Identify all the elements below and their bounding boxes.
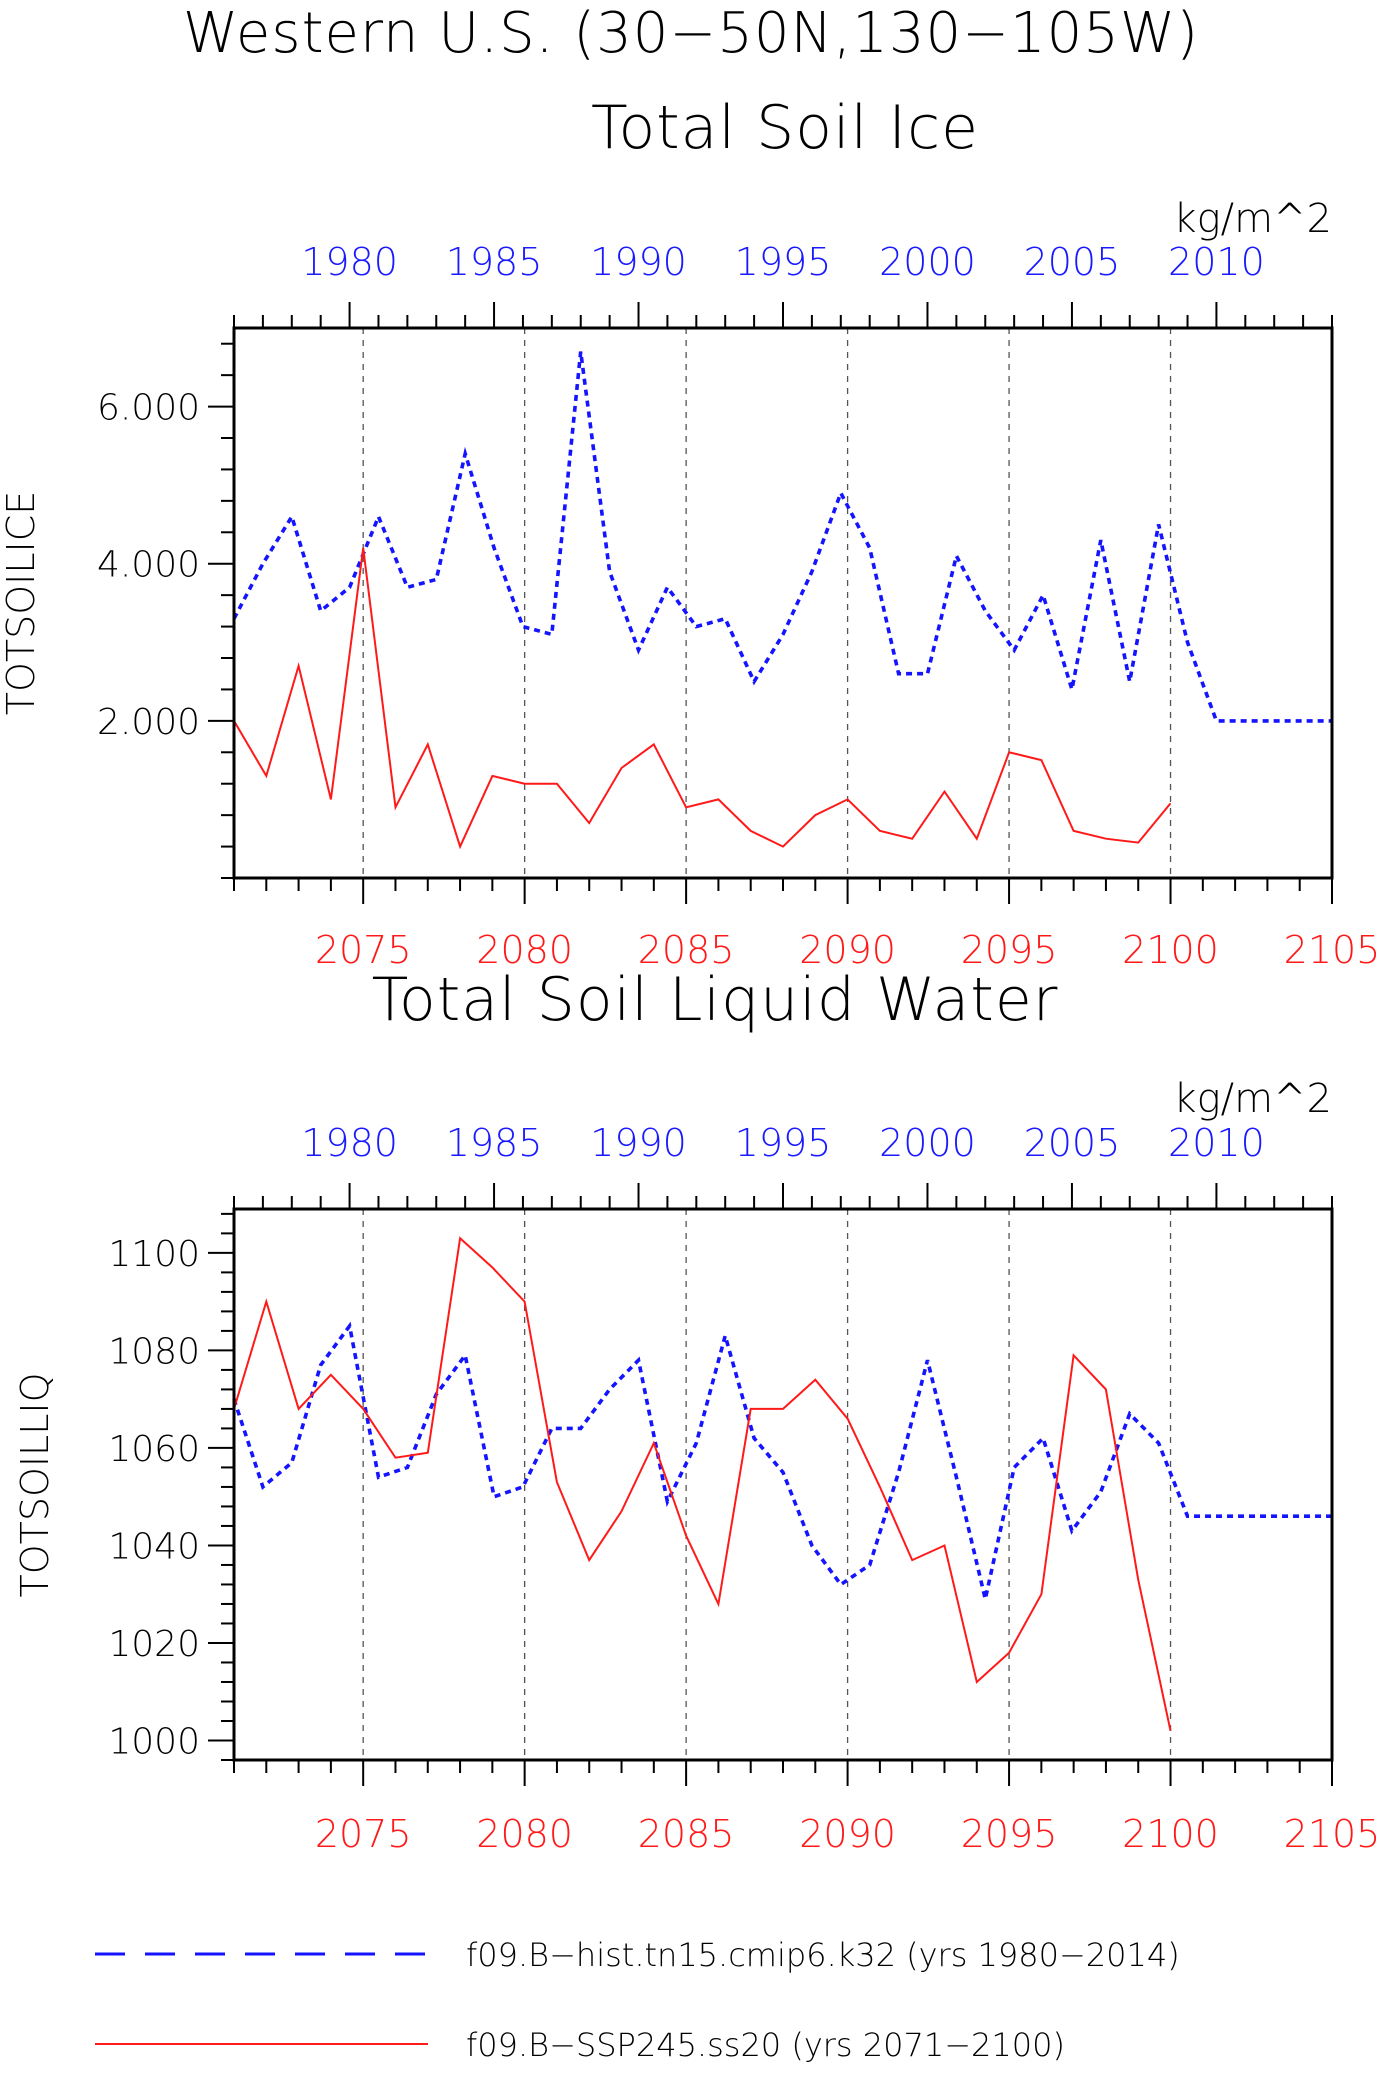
panel-title: Total Soil Ice — [591, 93, 979, 163]
bottom-x-tick-label: 2100 — [1122, 928, 1219, 972]
y-tick-label: 1080 — [108, 1331, 200, 1372]
panel-2: Total Soil Liquid Water kg/m^2 TOTSOILLIQ 1… — [13, 965, 1380, 1856]
units-label: kg/m^2 — [1173, 1076, 1332, 1122]
series-line-hist — [232, 1321, 1332, 1600]
top-x-tick-label: 1980 — [301, 1121, 398, 1165]
top-x-tick-label: 1995 — [735, 1121, 832, 1165]
bottom-x-tick-label: 2100 — [1122, 1812, 1219, 1856]
bottom-x-tick-label: 2085 — [638, 1812, 735, 1856]
units-label: kg/m^2 — [1173, 196, 1332, 242]
y-tick-label: 6.000 — [97, 388, 200, 429]
y-tick-label: 2.000 — [97, 702, 200, 743]
series-line-hist — [232, 351, 1332, 723]
top-x-tick-label: 1990 — [590, 1121, 687, 1165]
bottom-x-tick-label: 2095 — [961, 928, 1058, 972]
legend-item: f09.B−hist.tn15.cmip6.k32 (yrs 1980−2014… — [95, 1936, 1180, 1974]
bottom-x-tick-label: 2075 — [315, 928, 412, 972]
y-tick-label: 4.000 — [97, 545, 200, 586]
bottom-x-tick-label: 2080 — [476, 928, 573, 972]
top-x-tick-label: 1980 — [301, 240, 398, 284]
top-x-tick-label: 2000 — [879, 1121, 976, 1165]
bottom-x-tick-label: 2080 — [476, 1812, 573, 1856]
y-tick-label: 1100 — [108, 1234, 200, 1275]
top-x-tick-label: 1995 — [735, 240, 832, 284]
y-tick-label: 1020 — [108, 1624, 200, 1665]
bottom-x-tick-label: 2090 — [799, 1812, 896, 1856]
bottom-x-tick-label: 2085 — [638, 928, 735, 972]
legend-label: f09.B−SSP245.ss20 (yrs 2071−2100) — [466, 2026, 1065, 2064]
top-x-tick-label: 2005 — [1024, 1121, 1121, 1165]
legend: f09.B−hist.tn15.cmip6.k32 (yrs 1980−2014… — [95, 1936, 1180, 2064]
y-axis-label: TOTSOILICE — [0, 491, 43, 716]
y-tick-label: 1000 — [108, 1721, 200, 1762]
top-x-tick-label: 2010 — [1168, 1121, 1265, 1165]
bottom-x-tick-label: 2105 — [1284, 1812, 1381, 1856]
bottom-x-tick-label: 2105 — [1284, 928, 1381, 972]
top-x-tick-label: 1985 — [446, 1121, 543, 1165]
plot-frame — [232, 326, 1334, 880]
top-x-tick-label: 1985 — [446, 240, 543, 284]
panel-1: Total Soil Ice kg/m^2 TOTSOILICE 2.000 4.000… — [0, 93, 1380, 972]
bottom-x-tick-label: 2090 — [799, 928, 896, 972]
y-tick-label: 1040 — [108, 1526, 200, 1567]
plot-frame — [232, 1207, 1334, 1762]
bottom-x-tick-label: 2075 — [315, 1812, 412, 1856]
legend-label: f09.B−hist.tn15.cmip6.k32 (yrs 1980−2014… — [466, 1936, 1180, 1974]
top-x-tick-label: 2000 — [879, 240, 976, 284]
series-line-ssp245 — [233, 547, 1172, 850]
top-x-tick-label: 1990 — [590, 240, 687, 284]
panel-title: Total Soil Liquid Water — [372, 965, 1059, 1035]
top-x-tick-label: 2005 — [1024, 240, 1121, 284]
bottom-x-tick-label: 2095 — [961, 1812, 1058, 1856]
figure-title: Western U.S. (30−50N,130−105W) — [183, 1, 1199, 66]
legend-item: f09.B−SSP245.ss20 (yrs 2071−2100) — [95, 2026, 1065, 2064]
series-line-ssp245 — [233, 1236, 1172, 1731]
y-tick-label: 1060 — [108, 1429, 200, 1470]
top-x-tick-label: 2010 — [1168, 240, 1265, 284]
y-axis-label: TOTSOILLIQ — [13, 1372, 57, 1597]
